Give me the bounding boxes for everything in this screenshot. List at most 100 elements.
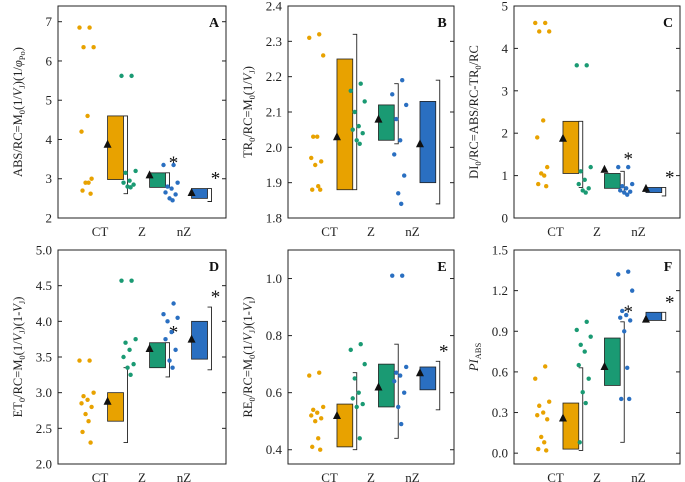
data-point [541,118,546,123]
data-point [625,192,630,197]
data-point [626,164,631,170]
mean-marker [415,139,424,148]
y-tick-label: 4 [502,41,509,56]
group-Z [348,81,399,146]
data-point [356,390,361,395]
y-tick-label: 2 [502,126,509,141]
panel-letter: B [437,16,446,31]
group-Z: * [574,302,633,445]
data-point [307,35,312,40]
data-point [533,376,538,381]
significance-star: * [439,341,449,362]
data-point [318,187,323,192]
data-point [400,273,405,278]
x-tick-label: Z [367,224,375,239]
data-point [310,187,315,192]
data-point [119,73,124,79]
data-point [398,138,403,143]
whisker [578,120,584,188]
data-point [91,390,96,395]
data-point [125,365,130,370]
x-tick-label: CT [321,470,338,482]
group-CT [307,370,358,452]
whisker [661,311,667,321]
x-tick-label: Z [593,470,601,482]
group-Z: * [574,63,633,195]
data-point [81,394,86,399]
data-point [537,29,542,34]
whisker [394,83,399,145]
data-point [588,164,593,170]
data-point [133,336,138,342]
x-tick-label: nZ [631,470,646,482]
y-axis-label: PIABS [467,343,483,373]
y-axis-label: ABS/RC=M0(1/VJ)(1/φPo) [11,47,27,177]
panel-letter: E [437,260,446,275]
mean-marker [145,343,154,352]
y-tick-label: 0.8 [266,328,282,343]
data-point [127,347,132,353]
data-point [354,404,359,410]
panel-letter: A [209,16,220,31]
data-point [167,358,172,363]
data-point [123,170,128,176]
y-tick-label: 2.2 [266,69,282,84]
data-point [128,372,133,378]
mean-marker [558,413,567,422]
data-point [624,312,629,318]
data-point [313,419,318,424]
data-point [131,361,136,367]
y-tick-label: 7 [46,14,53,29]
data-point [574,327,579,333]
data-point [618,188,623,193]
y-tick-label: 1 [502,168,509,183]
box [378,363,395,408]
data-point [131,182,136,187]
data-point [170,198,175,203]
y-tick-label: 1.2 [492,283,508,298]
x-tick-label: Z [138,224,146,239]
data-point [618,315,623,320]
data-point [616,164,621,170]
data-point [128,185,133,190]
data-point [77,25,82,30]
data-point [578,169,583,174]
mean-marker [558,133,567,142]
x-tick-label: nZ [177,224,192,239]
data-point [79,401,84,406]
data-point [624,186,629,191]
data-point [133,168,138,174]
data-point [394,370,399,375]
whisker [352,372,358,451]
y-tick-label: 0.0 [492,446,508,461]
data-point [619,396,624,402]
data-point [356,123,361,129]
group-CT [533,20,584,189]
data-point [175,180,180,185]
data-point [175,315,180,320]
data-point [165,319,170,324]
data-point [394,116,399,122]
mean-marker [600,164,609,173]
group-Z [348,341,399,441]
group-CT [533,364,584,453]
group-nZ: * [390,273,449,427]
significance-star: * [623,302,633,323]
data-point [89,404,94,410]
data-point [628,189,633,194]
data-point [169,329,174,335]
data-point [578,342,583,348]
mean-marker [187,187,196,196]
data-point [89,176,94,181]
data-point [392,379,397,384]
data-point [87,358,92,363]
data-point [85,397,90,402]
data-point [309,155,314,161]
group-CT [307,32,358,192]
data-point [320,404,326,410]
data-point [316,184,321,189]
significance-star: * [665,292,675,313]
data-point [546,399,552,404]
mean-marker [332,132,341,141]
